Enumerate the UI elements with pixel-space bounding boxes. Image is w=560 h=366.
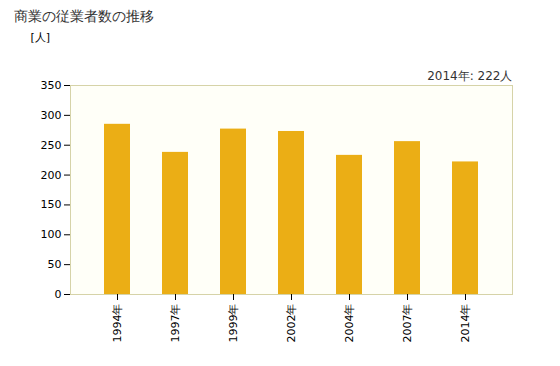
svg-text:50: 50 bbox=[48, 258, 62, 271]
svg-text:1999年: 1999年 bbox=[227, 304, 240, 343]
svg-text:2004年: 2004年 bbox=[343, 304, 356, 343]
svg-text:[人]: [人] bbox=[31, 31, 51, 44]
html-text:商業の従業者数の推移: 商業の従業者数の推移 bbox=[14, 8, 154, 24]
svg-text:2014年: 222人: 2014年: 222人 bbox=[427, 69, 512, 83]
svg-text:2007年: 2007年 bbox=[401, 304, 414, 343]
svg-text:2002年: 2002年 bbox=[285, 304, 298, 343]
svg-text:0: 0 bbox=[55, 288, 62, 301]
svg-text:150: 150 bbox=[41, 198, 62, 211]
svg-text:300: 300 bbox=[41, 109, 62, 122]
svg-text:100: 100 bbox=[41, 228, 62, 241]
svg-text:350: 350 bbox=[41, 79, 62, 92]
svg-text:1994年: 1994年 bbox=[111, 304, 124, 343]
svg-text:1997年: 1997年 bbox=[169, 304, 182, 343]
svg-text:250: 250 bbox=[41, 139, 62, 152]
svg-text:2014年: 2014年 bbox=[459, 304, 472, 343]
svg-text:200: 200 bbox=[41, 169, 62, 182]
